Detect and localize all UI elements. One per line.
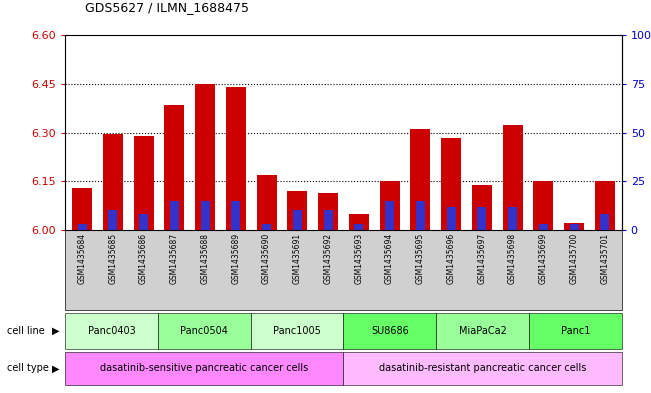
Bar — [508, 207, 517, 230]
Bar — [77, 224, 87, 230]
Text: Panc1: Panc1 — [561, 326, 590, 336]
Bar — [324, 210, 333, 230]
Text: Panc0504: Panc0504 — [180, 326, 229, 336]
Bar — [287, 191, 307, 230]
Bar — [380, 181, 400, 230]
Bar — [293, 210, 302, 230]
Bar — [570, 224, 579, 230]
Bar — [410, 129, 430, 230]
Text: MiaPaCa2: MiaPaCa2 — [458, 326, 506, 336]
Bar — [595, 181, 615, 230]
Bar — [416, 201, 425, 230]
Text: dasatinib-resistant pancreatic cancer cells: dasatinib-resistant pancreatic cancer ce… — [379, 364, 587, 373]
Text: Panc1005: Panc1005 — [273, 326, 321, 336]
Bar — [103, 134, 123, 230]
Text: cell line: cell line — [7, 326, 44, 336]
Text: ▶: ▶ — [51, 326, 59, 336]
Bar — [539, 224, 547, 230]
Bar — [108, 210, 117, 230]
Bar — [477, 207, 486, 230]
Bar — [564, 223, 584, 230]
Bar — [262, 224, 271, 230]
Bar — [231, 201, 240, 230]
Text: GDS5627 / ILMN_1688475: GDS5627 / ILMN_1688475 — [85, 1, 249, 14]
Bar — [72, 188, 92, 230]
Text: ▶: ▶ — [51, 364, 59, 373]
Bar — [472, 184, 492, 230]
Bar — [226, 87, 246, 230]
Bar — [600, 214, 609, 230]
Bar — [201, 201, 210, 230]
Bar — [533, 181, 553, 230]
Text: SU8686: SU8686 — [371, 326, 409, 336]
Text: Panc0403: Panc0403 — [88, 326, 135, 336]
Bar — [503, 125, 523, 230]
Bar — [318, 193, 338, 230]
Text: cell type: cell type — [7, 364, 48, 373]
Bar — [133, 136, 154, 230]
Bar — [354, 224, 363, 230]
Text: dasatinib-sensitive pancreatic cancer cells: dasatinib-sensitive pancreatic cancer ce… — [100, 364, 309, 373]
Bar — [195, 84, 215, 230]
Bar — [170, 201, 179, 230]
Bar — [139, 214, 148, 230]
Bar — [349, 214, 368, 230]
Bar — [256, 175, 277, 230]
Bar — [164, 105, 184, 230]
Bar — [385, 201, 394, 230]
Bar — [447, 207, 456, 230]
Bar — [441, 138, 461, 230]
